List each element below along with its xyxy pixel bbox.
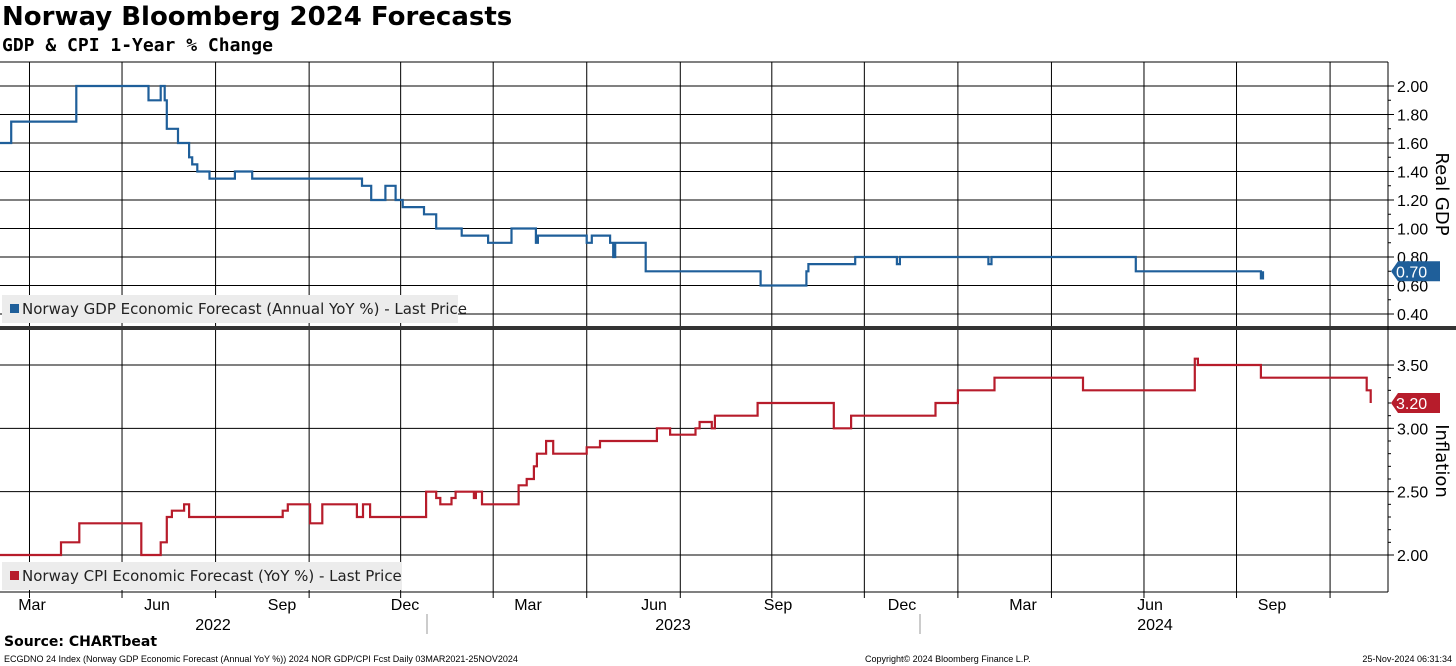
y-tick-label: 3.00 [1397, 421, 1428, 438]
y-tick-label: 0.60 [1397, 279, 1428, 296]
x-tick-label: Jun [1137, 597, 1163, 614]
y-tick-label: 1.20 [1397, 193, 1428, 210]
legend-swatch [10, 571, 19, 580]
footer-copyright: Copyright© 2024 Bloomberg Finance L.P. [865, 654, 1031, 664]
legend-layer: Norway GDP Economic Forecast (Annual YoY… [2, 295, 467, 590]
gdp-legend: Norway GDP Economic Forecast (Annual YoY… [2, 295, 467, 323]
legend-background [2, 562, 402, 590]
x-tick-label: Jun [144, 597, 170, 614]
y-axis-label: Real GDP [1431, 152, 1452, 235]
footer-index-description: ECGDNO 24 Index (Norway GDP Economic For… [4, 654, 518, 664]
x-year-label: 2022 [195, 617, 231, 634]
series-layer [0, 84, 1372, 557]
badge-shape [1391, 393, 1440, 413]
y-tick-label: 1.40 [1397, 165, 1428, 182]
x-year-label: 2023 [655, 617, 691, 634]
x-year-label: 2024 [1137, 617, 1173, 634]
legend-background [2, 295, 458, 323]
y-tick-label: 2.00 [1397, 548, 1428, 565]
y-tick-label: 1.60 [1397, 136, 1428, 153]
footer-timestamp: 25-Nov-2024 06:31:34 [1362, 654, 1452, 664]
x-tick-label: Dec [888, 597, 916, 614]
y-tick-label: 2.50 [1397, 485, 1428, 502]
x-tick-label: Sep [1258, 597, 1287, 614]
y-axis-label: Inflation [1431, 424, 1452, 498]
y-tick-label: 0.40 [1397, 307, 1428, 324]
x-tick-label: Jun [641, 597, 667, 614]
cpi-series-line [0, 357, 1372, 557]
badge-value: 0.70 [1396, 264, 1427, 281]
x-tick-label: Dec [391, 597, 419, 614]
y-tick-label: 2.00 [1397, 79, 1428, 96]
chart-subtitle: GDP & CPI 1-Year % Change [2, 35, 273, 56]
badge-value: 3.20 [1396, 396, 1427, 413]
x-tick-label: Mar [1009, 597, 1037, 614]
grid-layer [0, 62, 1388, 592]
gdp-last-value-badge: 0.70 [1391, 261, 1440, 282]
badge-shape [1391, 261, 1440, 282]
gdp-series-line [0, 84, 1265, 287]
chart-title: Norway Bloomberg 2024 Forecasts [2, 2, 513, 32]
x-tick-label: Mar [18, 597, 46, 614]
axis-layer: 2.001.801.601.401.201.000.800.600.400.70… [0, 61, 1456, 634]
legend-label: Norway GDP Economic Forecast (Annual YoY… [22, 300, 467, 318]
x-tick-label: Sep [268, 597, 297, 614]
source-note: Source: CHARTbeat [4, 634, 158, 650]
y-tick-label: 1.00 [1397, 222, 1428, 239]
legend-swatch [10, 304, 19, 313]
panel-separator [0, 326, 1456, 330]
y-tick-label: 3.50 [1397, 358, 1428, 375]
legend-label: Norway CPI Economic Forecast (YoY %) - L… [22, 567, 402, 585]
cpi-legend: Norway CPI Economic Forecast (YoY %) - L… [2, 562, 402, 590]
x-tick-label: Sep [764, 597, 793, 614]
y-tick-label: 1.80 [1397, 108, 1428, 125]
x-tick-label: Mar [514, 597, 542, 614]
cpi-last-value-badge: 3.20 [1391, 393, 1440, 413]
